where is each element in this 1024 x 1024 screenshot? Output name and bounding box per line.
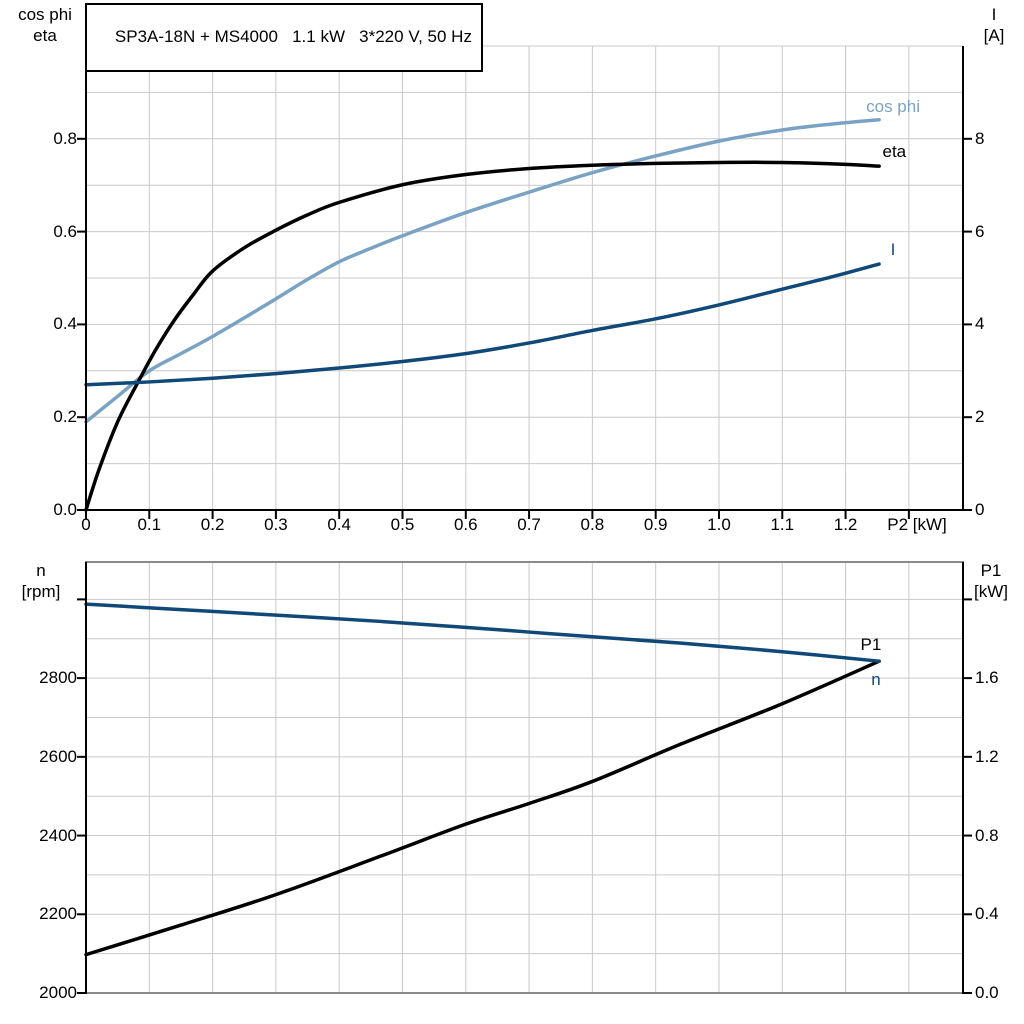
series-label-eta: eta — [882, 141, 907, 161]
right-axis-tick-label: 1.2 — [975, 746, 999, 766]
x-axis-tick-label: 1.2 — [833, 515, 858, 534]
x-axis-tick-label: 0.3 — [264, 515, 288, 534]
chart-title: SP3A-18N + MS4000 1.1 kW 3*220 V, 50 Hz — [114, 27, 472, 46]
x-axis-tick-label: 0.1 — [137, 515, 162, 534]
left-axis-tick-label: 2000 — [39, 983, 77, 1002]
bottom-right-axis-title: P1 [kW] — [974, 561, 1008, 601]
x-axis-unit-label: P2 [kW] — [887, 515, 947, 534]
curve-P1 — [84, 659, 881, 957]
right-axis-tick-label: 2 — [975, 407, 985, 427]
x-axis-tick-label: 0.7 — [517, 515, 541, 534]
curve-n — [84, 602, 881, 663]
series-label-P1: P1 — [860, 635, 882, 655]
right-axis-tick-label: 6 — [975, 221, 985, 241]
x-axis-tick-label: 0.2 — [200, 515, 225, 534]
chart-title-box: SP3A-18N + MS4000 1.1 kW 3*220 V, 50 Hz — [85, 3, 483, 72]
x-axis-tick-label: 0.4 — [327, 515, 352, 534]
left-axis-tick-label: 2400 — [39, 825, 77, 845]
left-axis-tick-label: 2800 — [39, 668, 77, 688]
left-axis-tick-label: 2600 — [39, 746, 77, 766]
curve-cos-phi — [84, 118, 881, 424]
bottom-left-axis-title: n [rpm] — [21, 561, 61, 601]
top-left-axis-title: cos phi eta — [18, 5, 72, 45]
left-axis-tick-label: 0.6 — [53, 221, 77, 241]
right-axis-tick-label: 8 — [975, 128, 985, 148]
left-axis-tick-label: 0.2 — [53, 407, 77, 427]
series-label-cos-phi: cos phi — [866, 97, 920, 117]
x-axis-tick-label: 0.9 — [643, 515, 668, 534]
right-axis-tick-label: 0 — [975, 500, 985, 519]
right-axis-tick-label: 0.4 — [975, 904, 999, 924]
x-axis-tick-label: 1.0 — [707, 515, 731, 534]
left-axis-tick-label: 0.8 — [53, 128, 77, 148]
curve-I — [84, 262, 881, 387]
left-axis-tick-label: 0.4 — [53, 314, 77, 334]
x-axis-tick-label: 0.6 — [453, 515, 478, 534]
right-axis-tick-label: 0.8 — [975, 825, 999, 845]
x-axis-tick-label: 0.5 — [390, 515, 415, 534]
right-axis-tick-label: 0.0 — [975, 983, 999, 1002]
curve-eta — [84, 160, 881, 512]
x-axis-tick-label: 0.8 — [580, 515, 605, 534]
x-axis-tick-label: 1.1 — [770, 515, 795, 534]
top-right-axis-title: I [A] — [983, 5, 1005, 45]
left-axis-tick-label: 2200 — [39, 904, 77, 924]
series-label-I: I — [890, 240, 896, 260]
right-axis-tick-label: 1.6 — [975, 668, 999, 688]
left-axis-tick-label: 0.0 — [53, 500, 77, 519]
series-label-n: n — [871, 670, 881, 690]
x-axis-tick-label: 0 — [81, 515, 91, 534]
right-axis-tick-label: 4 — [975, 314, 985, 334]
